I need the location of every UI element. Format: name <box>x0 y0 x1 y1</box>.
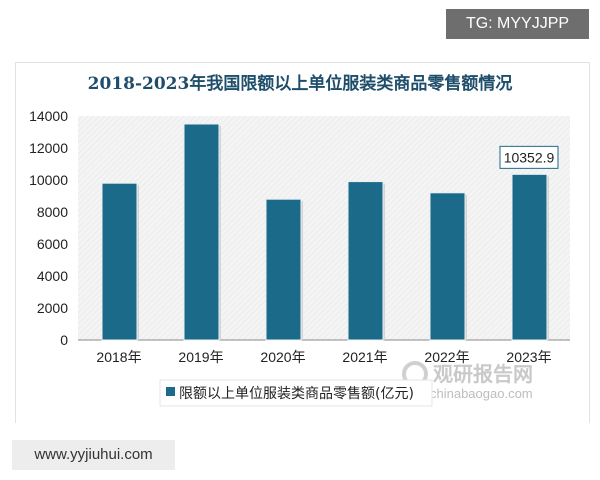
y-tick-label: 2000 <box>37 300 68 316</box>
watermark-url: chinabaogao.com <box>430 386 533 401</box>
x-tick-label: 2018年 <box>96 349 141 365</box>
bar-2020年 <box>265 198 302 341</box>
bar-2021年 <box>347 181 384 341</box>
chart-title: 2018-2023年我国限额以上单位服装类商品零售额情况 <box>88 73 513 94</box>
bar-2022年 <box>429 192 466 341</box>
legend: 限额以上单位服装类商品零售额(亿元) <box>159 379 433 407</box>
x-tick-label: 2022年 <box>424 349 469 365</box>
y-tick-label: 12000 <box>29 140 68 156</box>
x-tick-label: 2019年 <box>178 349 223 365</box>
data-label-box <box>499 145 559 169</box>
legend-label: 限额以上单位服装类商品零售额(亿元) <box>179 386 414 402</box>
watermark-name: 观研报告网 <box>433 362 533 386</box>
bar-2023年 <box>511 173 548 341</box>
x-tick-label: 2020年 <box>260 349 305 365</box>
x-tick-label: 2021年 <box>342 349 387 365</box>
x-tick-label: 2023年 <box>506 349 551 365</box>
y-tick-label: 0 <box>60 332 68 348</box>
y-tick-label: 10000 <box>29 172 68 188</box>
bar-2019年 <box>183 123 220 341</box>
y-tick-label: 4000 <box>37 268 68 284</box>
y-tick-label: 14000 <box>29 108 68 124</box>
footer-site: www.yyjiuhui.com <box>12 440 175 470</box>
bar-2018年 <box>101 182 138 341</box>
data-label: 10352.9 <box>504 149 555 165</box>
y-tick-label: 8000 <box>37 204 68 220</box>
plot-area <box>78 116 570 340</box>
y-tick-label: 6000 <box>37 236 68 252</box>
header-tag: TG: MYYJJPP <box>446 9 589 39</box>
watermark: 观研报告网 chinabaogao.com <box>402 361 533 401</box>
legend-swatch <box>166 387 175 396</box>
